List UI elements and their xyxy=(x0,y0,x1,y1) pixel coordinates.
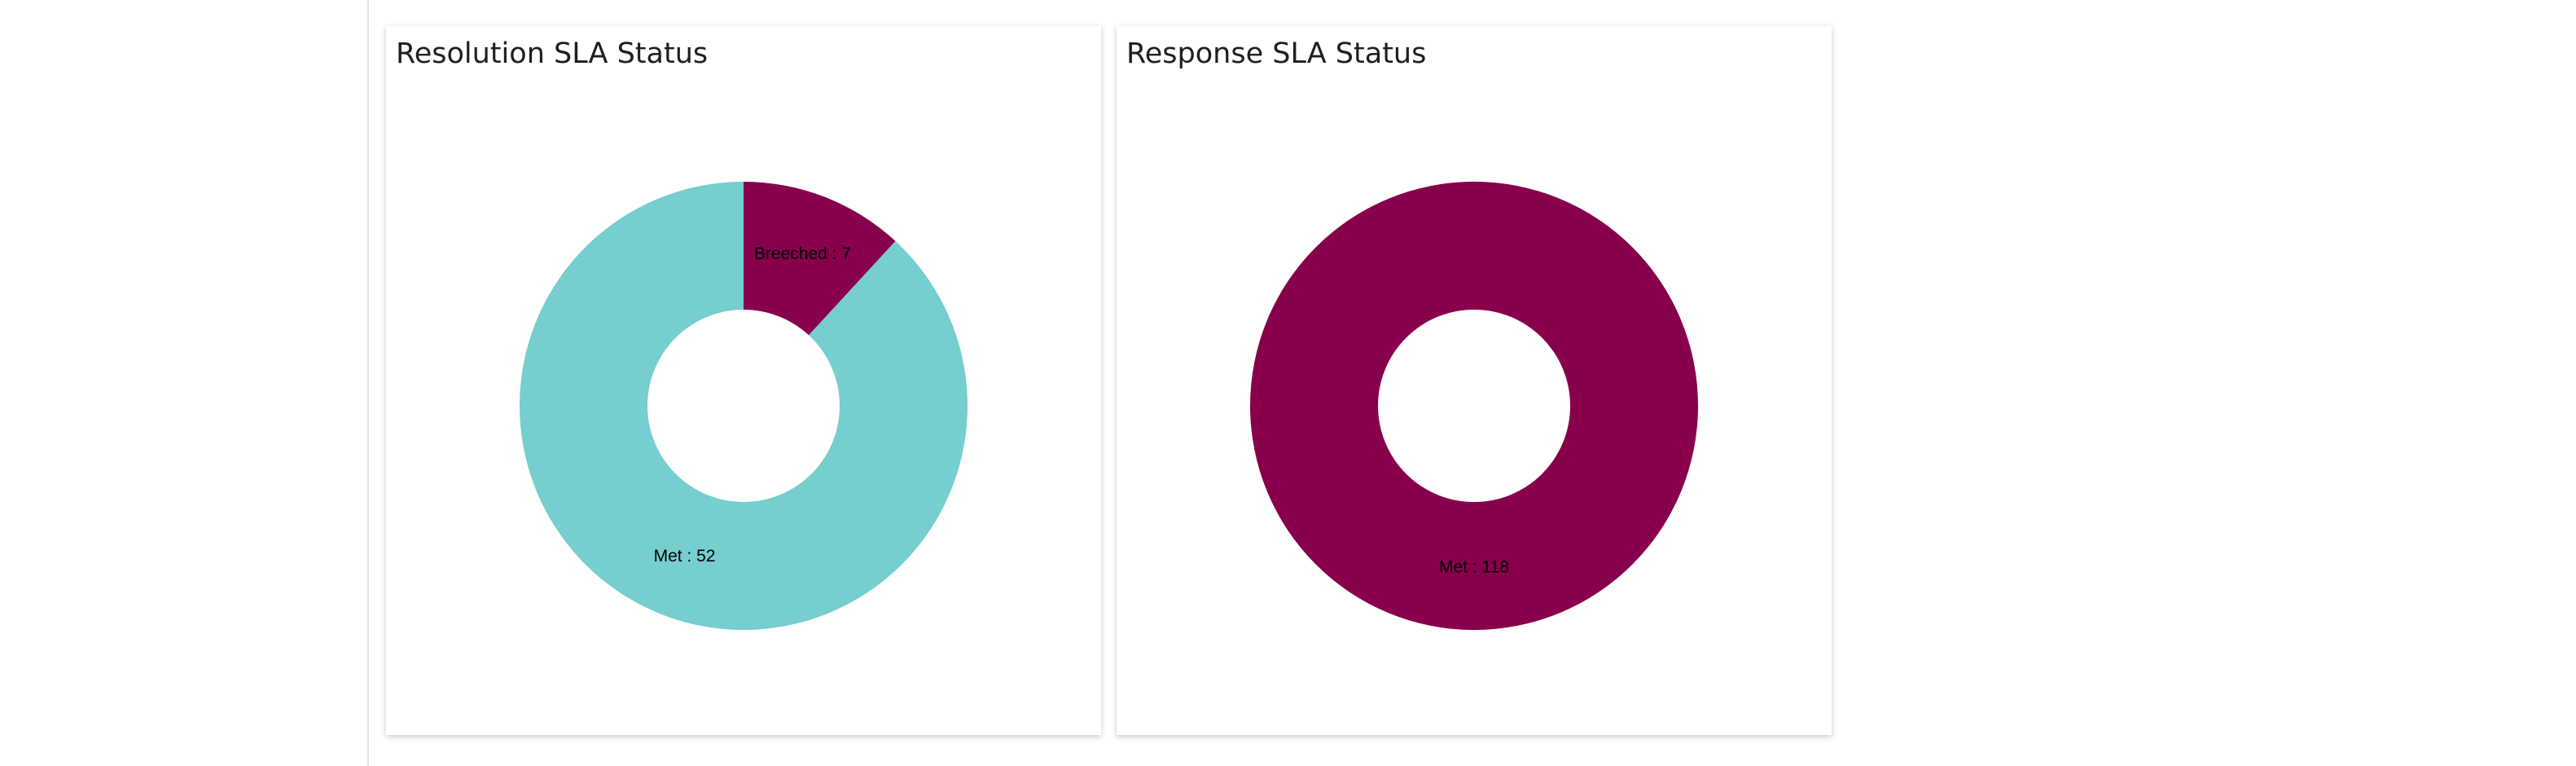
slice-met[interactable] xyxy=(520,182,968,630)
slice-label-met: Met : 52 xyxy=(654,547,716,566)
chart-title: Response SLA Status xyxy=(1126,37,1427,70)
slice-breeched[interactable] xyxy=(744,182,896,336)
resolution-sla-chart-card: Resolution SLA Status Breeched : 7 Met : … xyxy=(386,26,1101,735)
chart-title: Resolution SLA Status xyxy=(396,37,709,70)
slice-label-breeched: Breeched : 7 xyxy=(754,244,851,263)
panel-divider xyxy=(367,0,369,766)
resolution-sla-donut: Breeched : 7 Met : 52 xyxy=(520,182,968,630)
response-sla-donut: Met : 118 xyxy=(1250,181,1698,631)
slice-label-met: Met : 118 xyxy=(1439,558,1509,577)
response-sla-chart-card: Response SLA Status Met : 118 xyxy=(1117,26,1832,735)
slice-met[interactable] xyxy=(1250,181,1698,631)
